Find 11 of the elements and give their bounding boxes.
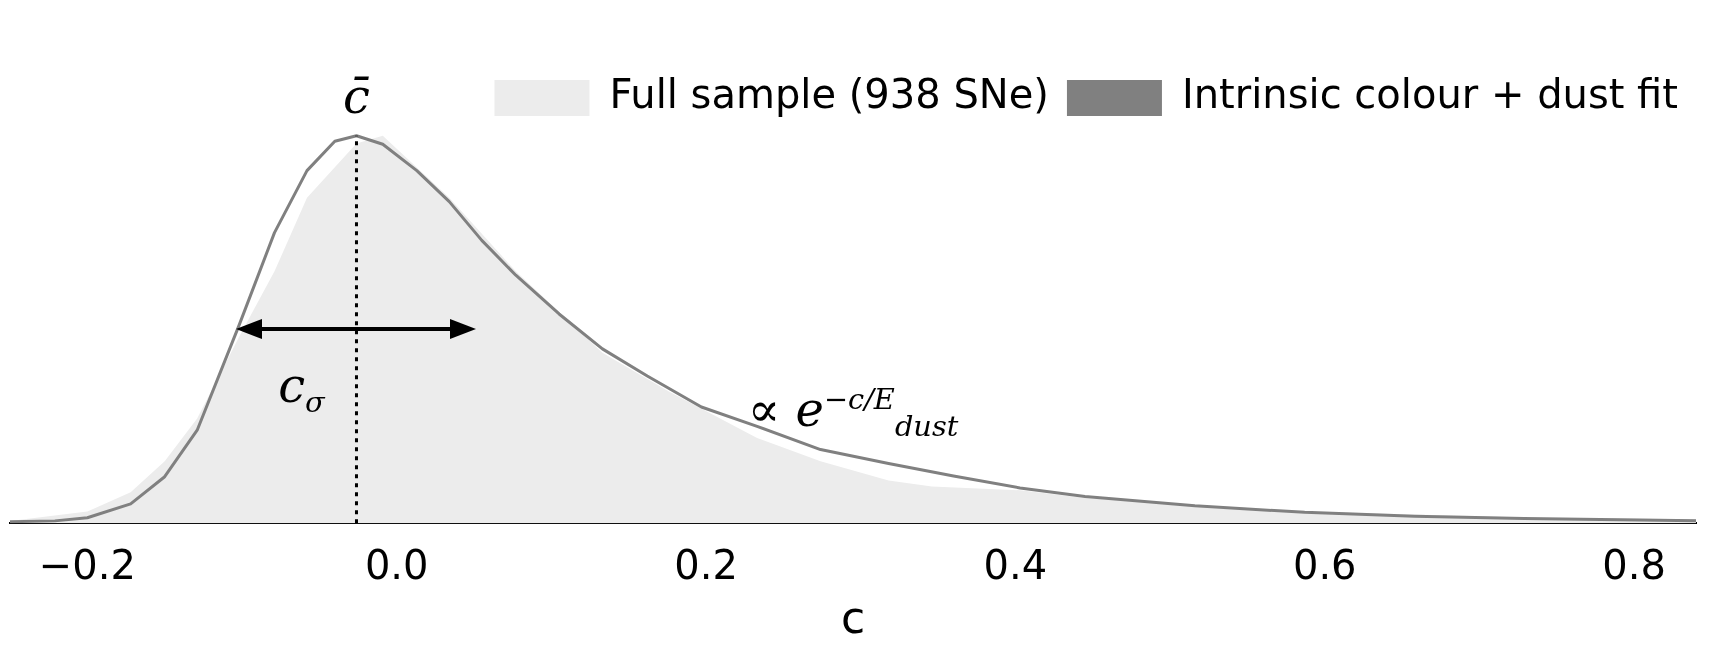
x-tick-label: 0.0 <box>364 541 429 588</box>
x-tick-label: 0.4 <box>983 541 1048 588</box>
x-tick-label: 0.6 <box>1292 541 1357 588</box>
legend-label: Intrinsic colour + dust fit <box>1181 71 1679 118</box>
x-tick-label: −0.2 <box>38 541 136 588</box>
x-tick-label: 0.2 <box>674 541 738 588</box>
annotation: c$_{σ}$ <box>278 356 325 420</box>
legend-label: Full sample (938 SNe) <box>609 71 1049 118</box>
ref-line-label: c̄ <box>343 67 370 124</box>
x-tick-label: 0.8 <box>1602 541 1666 588</box>
x-axis-title: c <box>840 592 866 644</box>
